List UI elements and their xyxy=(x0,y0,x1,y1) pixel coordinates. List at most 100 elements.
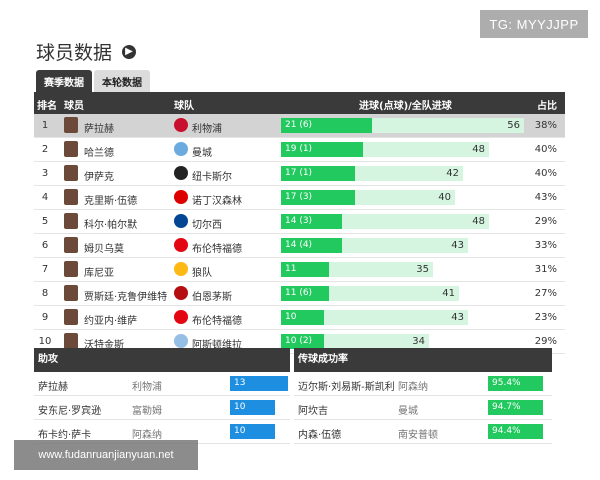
player-name[interactable]: 克里斯·伍德 xyxy=(84,196,138,207)
share-value: 43% xyxy=(534,192,557,203)
rank-cell: 9 xyxy=(41,312,49,323)
player-name[interactable]: 科尔·帕尔默 xyxy=(84,220,138,231)
table-row[interactable]: 5 科尔·帕尔默 切尔西 14 (3) 48 29% xyxy=(34,210,565,234)
goals-label: 10 xyxy=(285,312,297,322)
tab-season-stats[interactable]: 赛季数据 xyxy=(36,70,92,93)
team-name[interactable]: 曼城 xyxy=(398,406,418,417)
team-name[interactable]: 利物浦 xyxy=(192,124,222,135)
team-goals-value: 48 xyxy=(472,144,485,155)
team-name[interactable]: 阿森纳 xyxy=(132,430,162,441)
team-name[interactable]: 诺丁汉森林 xyxy=(192,196,242,207)
team-name[interactable]: 切尔西 xyxy=(192,220,222,231)
team-name[interactable]: 南安普顿 xyxy=(398,430,438,441)
stat-value: 94.4% xyxy=(492,426,521,436)
player-name[interactable]: 内森·伍德 xyxy=(298,430,342,441)
player-avatar xyxy=(64,213,78,229)
player-name[interactable]: 贾斯廷·克鲁伊维特 xyxy=(84,292,168,303)
page-title-text: 球员数据 xyxy=(36,42,113,64)
player-name[interactable]: 沃特金斯 xyxy=(84,340,124,351)
table-row[interactable]: 9 约亚内·维萨 布伦特福德 10 43 23% xyxy=(34,306,565,330)
table-row[interactable]: 3 伊萨克 纽卡斯尔 17 (1) 42 40% xyxy=(34,162,565,186)
stat-bar: 95.4% xyxy=(488,376,543,391)
team-crest-icon xyxy=(174,334,188,348)
share-value: 31% xyxy=(534,264,557,275)
stat-bar: 94.4% xyxy=(488,424,543,439)
team-name[interactable]: 狼队 xyxy=(192,268,212,279)
team-goals-value: 41 xyxy=(442,288,455,299)
col-team-header[interactable]: 球队 xyxy=(174,101,194,112)
team-goals-value: 40 xyxy=(438,192,451,203)
table-row[interactable]: 2 哈兰德 曼城 19 (1) 48 40% xyxy=(34,138,565,162)
stat-bar: 10 xyxy=(230,400,275,415)
team-goals-value: 43 xyxy=(451,240,464,251)
player-goals-bar: 11 xyxy=(281,262,329,277)
player-avatar xyxy=(64,165,78,181)
goals-label: 14 (4) xyxy=(285,240,313,250)
team-goals-value: 56 xyxy=(507,120,520,131)
team-goals-value: 42 xyxy=(446,168,459,179)
player-name[interactable]: 安东尼·罗宾逊 xyxy=(38,406,102,417)
team-name[interactable]: 纽卡斯尔 xyxy=(192,172,232,183)
col-player-header[interactable]: 球员 xyxy=(64,101,84,112)
passing-panel: 传球成功率 迈尔斯·刘易斯-斯凯利 阿森纳 95.4% 阿坎吉 曼城 94.7% 内森·伍德… xyxy=(294,348,552,448)
player-goals-bar: 17 (3) xyxy=(281,190,355,205)
list-item[interactable]: 内森·伍德 南安普顿 94.4% xyxy=(294,420,552,444)
player-goals-bar: 21 (6) xyxy=(281,118,372,133)
player-goals-bar: 17 (1) xyxy=(281,166,355,181)
col-rank-header[interactable]: 排名 xyxy=(37,101,57,112)
list-item[interactable]: 安东尼·罗宾逊 富勒姆 10 xyxy=(34,396,290,420)
player-name[interactable]: 萨拉赫 xyxy=(38,382,68,393)
player-avatar xyxy=(64,141,78,157)
team-crest-icon xyxy=(174,190,188,204)
passing-list: 迈尔斯·刘易斯-斯凯利 阿森纳 95.4% 阿坎吉 曼城 94.7% 内森·伍德 南安普顿 94… xyxy=(294,372,552,444)
stat-value: 13 xyxy=(234,378,246,388)
player-avatar xyxy=(64,261,78,277)
player-name[interactable]: 哈兰德 xyxy=(84,148,114,159)
team-name[interactable]: 利物浦 xyxy=(132,382,162,393)
team-name[interactable]: 伯恩茅斯 xyxy=(192,292,232,303)
team-goals-bar xyxy=(281,310,468,325)
tab-round-stats[interactable]: 本轮数据 xyxy=(94,70,150,93)
team-name[interactable]: 阿森纳 xyxy=(398,382,428,393)
team-crest-icon xyxy=(174,166,188,180)
rank-cell: 8 xyxy=(41,288,49,299)
table-row[interactable]: 1 萨拉赫 利物浦 21 (6) 56 38% xyxy=(34,114,565,138)
player-name[interactable]: 萨拉赫 xyxy=(84,124,114,135)
team-name[interactable]: 曼城 xyxy=(192,148,212,159)
list-item[interactable]: 萨拉赫 利物浦 13 xyxy=(34,372,290,396)
list-item[interactable]: 迈尔斯·刘易斯-斯凯利 阿森纳 95.4% xyxy=(294,372,552,396)
player-name[interactable]: 约亚内·维萨 xyxy=(84,316,138,327)
player-goals-bar: 19 (1) xyxy=(281,142,363,157)
player-name[interactable]: 阿坎吉 xyxy=(298,406,328,417)
stat-value: 95.4% xyxy=(492,378,521,388)
player-name[interactable]: 迈尔斯·刘易斯-斯凯利 xyxy=(298,382,395,393)
table-row[interactable]: 4 克里斯·伍德 诺丁汉森林 17 (3) 40 43% xyxy=(34,186,565,210)
list-item[interactable]: 阿坎吉 曼城 94.7% xyxy=(294,396,552,420)
arrow-right-icon[interactable]: ▶ xyxy=(122,44,137,59)
share-value: 38% xyxy=(534,120,557,131)
goals-label: 17 (1) xyxy=(285,168,313,178)
rank-cell: 3 xyxy=(41,168,49,179)
col-goals-header[interactable]: 进球(点球)/全队进球 xyxy=(359,101,452,112)
player-name[interactable]: 库尼亚 xyxy=(84,268,114,279)
player-name[interactable]: 伊萨克 xyxy=(84,172,114,183)
team-name[interactable]: 富勒姆 xyxy=(132,406,162,417)
player-name[interactable]: 布卡约·萨卡 xyxy=(38,430,92,441)
player-name[interactable]: 姆贝乌莫 xyxy=(84,244,124,255)
team-name[interactable]: 阿斯顿维拉 xyxy=(192,340,242,351)
team-goals-value: 35 xyxy=(416,264,429,275)
table-row[interactable]: 10 沃特金斯 阿斯顿维拉 10 (2) 34 29% xyxy=(34,330,565,354)
rank-cell: 5 xyxy=(41,216,49,227)
stat-value: 10 xyxy=(234,402,246,412)
team-crest-icon xyxy=(174,286,188,300)
stat-value: 10 xyxy=(234,426,246,436)
goals-label: 17 (3) xyxy=(285,192,313,202)
team-name[interactable]: 布伦特福德 xyxy=(192,316,242,327)
table-row[interactable]: 8 贾斯廷·克鲁伊维特 伯恩茅斯 11 (6) 41 27% xyxy=(34,282,565,306)
team-goals-value: 34 xyxy=(412,336,425,347)
col-share-header[interactable]: 占比 xyxy=(537,101,557,112)
goals-label: 19 (1) xyxy=(285,144,313,154)
table-row[interactable]: 7 库尼亚 狼队 11 35 31% xyxy=(34,258,565,282)
team-name[interactable]: 布伦特福德 xyxy=(192,244,242,255)
table-row[interactable]: 6 姆贝乌莫 布伦特福德 14 (4) 43 33% xyxy=(34,234,565,258)
